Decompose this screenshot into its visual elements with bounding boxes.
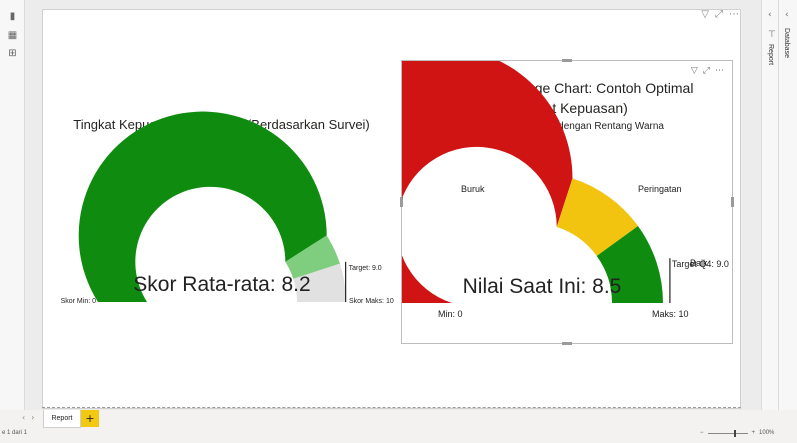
zoom-out-icon[interactable]: − — [700, 430, 704, 436]
band-label-baik: Baik — [690, 258, 708, 268]
panel-label-database[interactable]: Database — [783, 28, 790, 58]
gauge-remaining-arc — [293, 263, 346, 302]
gauge-min-label: Min: 0 — [438, 309, 463, 319]
gauge-chart: Skor Rata-rata: 8.2 Skor Min: 0 Skor Maks:… — [61, 111, 394, 305]
gauge-visual-satisfaction[interactable]: Tingkat Kepuasan Pelanggan (Berdasarkan … — [44, 90, 399, 320]
band-label-peringatan: Peringatan — [638, 184, 682, 194]
canvas-page-boundary — [42, 407, 741, 408]
focus-mode-icon[interactable]: ⤢ — [715, 8, 723, 20]
report-view-icon[interactable]: ▮ — [9, 11, 16, 22]
band-label-buruk: Buruk — [461, 184, 485, 194]
add-page-button[interactable]: + — [81, 410, 99, 427]
resize-handle-right[interactable] — [731, 197, 734, 207]
table-view-icon[interactable]: ▦ — [7, 30, 18, 41]
chevron-left-icon[interactable]: ‹ — [785, 10, 789, 20]
gauge-value-label: Nilai Saat Ini: 8.5 — [463, 275, 622, 298]
left-rail: ▮ ▦ ⊞ — [0, 0, 25, 420]
right-pane: ‹ ⊤ ‹ Database Report — [761, 0, 797, 420]
page-tabs-bar: ‹› Report + e 1 dari 1 − + 100% — [0, 410, 797, 443]
more-options-icon[interactable]: ⋯ — [715, 66, 724, 76]
gauge-target-label: Target: 9.0 — [349, 265, 382, 272]
pane-divider — [778, 0, 779, 420]
more-options-icon[interactable]: ⋯ — [729, 8, 739, 20]
zoom-slider[interactable] — [707, 429, 748, 437]
resize-handle-top[interactable] — [562, 59, 572, 62]
filter-icon[interactable]: ▽ — [701, 8, 709, 20]
gauge-max-label: Skor Maks: 10 — [349, 298, 394, 305]
chevron-left-icon[interactable]: ‹ — [768, 10, 772, 20]
gauge-band-1 — [402, 61, 573, 303]
visual-subtitle: Konteks: Target Q4 dengan Rentang Warna — [469, 121, 664, 132]
panel-label-report[interactable]: Report — [767, 44, 774, 66]
gauge-visual-optimal-example[interactable]: ▽ ⤢ ⋯ Efektivitas Gauge Chart: Contoh Op… — [400, 59, 734, 345]
gauge-value-arc — [78, 111, 327, 302]
canvas-toolbar: ▽ ⤢ ⋯ — [701, 8, 739, 20]
model-view-icon[interactable]: ⊞ — [8, 48, 17, 59]
resize-handle-bottom[interactable] — [562, 342, 572, 345]
filter-pane-icon[interactable]: ⊤ — [768, 30, 776, 40]
zoom-control[interactable]: − + 100% — [700, 429, 775, 437]
zoom-level: 100% — [759, 430, 775, 436]
resize-handle-left[interactable] — [400, 197, 403, 207]
zoom-in-icon[interactable]: + — [751, 430, 756, 436]
filter-icon[interactable]: ▽ — [690, 66, 698, 76]
gauge-value-label: Skor Rata-rata: 8.2 — [133, 273, 310, 296]
visual-header-icons: ▽ ⤢ ⋯ — [691, 66, 724, 76]
gauge-min-label: Skor Min: 0 — [61, 298, 97, 305]
page-nav-arrows[interactable]: ‹› — [22, 413, 41, 422]
gauge-chart: Nilai Saat Ini: 8.5 Min: 0 Maks: 10 Target … — [402, 61, 729, 319]
gauge-to-target-arc — [285, 235, 340, 279]
gauge-band-2 — [556, 178, 638, 256]
page-tab-report[interactable]: Report — [43, 410, 81, 428]
page-info: e 1 dari 1 — [2, 430, 28, 436]
gauge-max-label: Maks: 10 — [652, 309, 689, 319]
gauge-target-label: Target Q4: 9.0 — [672, 259, 729, 269]
gauge-band-3 — [596, 226, 663, 303]
focus-mode-icon[interactable]: ⤢ — [702, 66, 710, 76]
